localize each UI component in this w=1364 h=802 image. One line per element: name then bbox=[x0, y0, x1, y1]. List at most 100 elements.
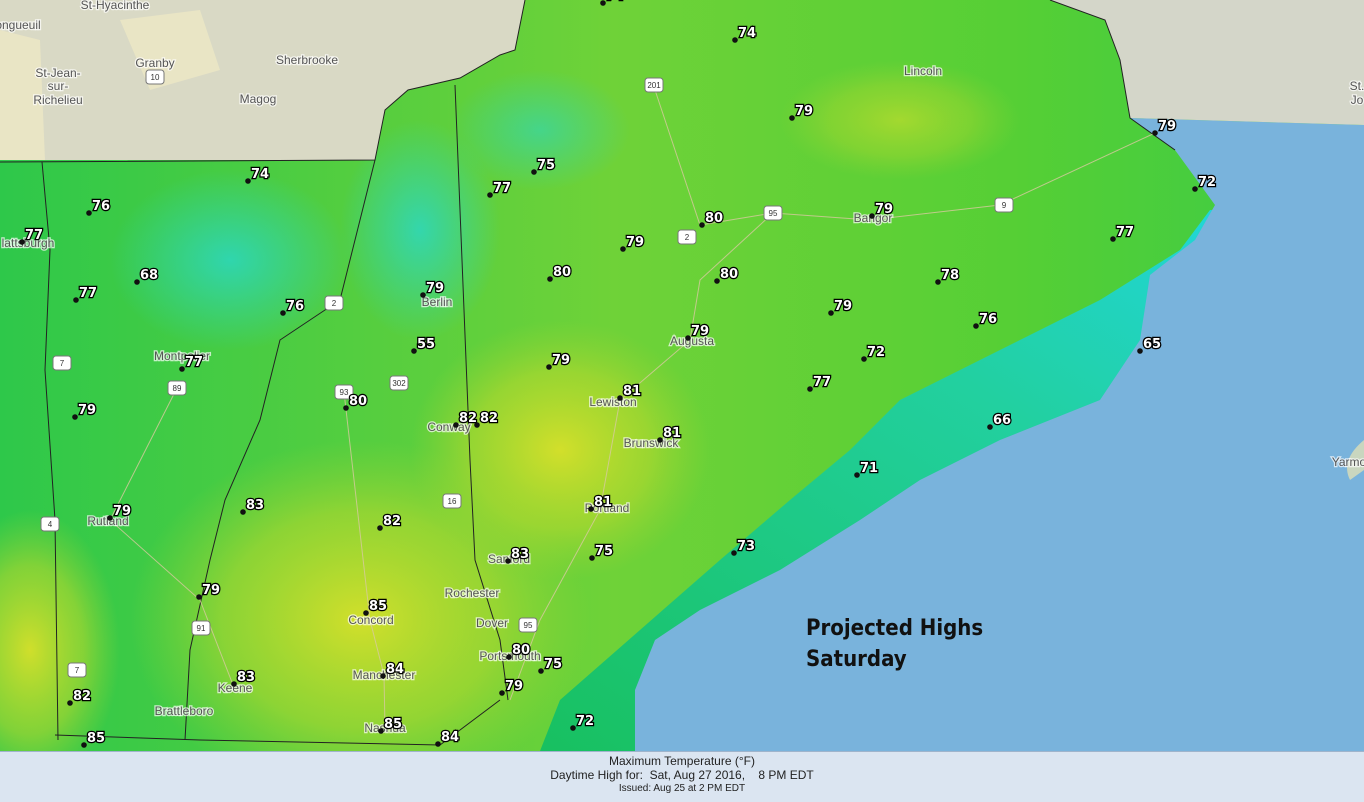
route-number: 201 bbox=[647, 81, 661, 90]
temperature: 79 bbox=[78, 403, 96, 418]
place-name: Concord bbox=[348, 613, 393, 627]
route-shield bbox=[518, 617, 538, 633]
route-number: 2 bbox=[332, 299, 337, 308]
route-shield bbox=[52, 355, 72, 371]
station-dot bbox=[617, 395, 623, 401]
temperature: 80 bbox=[349, 394, 367, 409]
lowland bbox=[0, 10, 220, 160]
temperature: 76 bbox=[92, 199, 110, 214]
station-dot bbox=[81, 742, 87, 748]
place-name: Lewiston bbox=[589, 395, 636, 409]
temperature: 79 bbox=[426, 281, 444, 296]
station-dot bbox=[378, 728, 384, 734]
station-dot bbox=[435, 741, 441, 747]
station-dot bbox=[86, 210, 92, 216]
routes: 10 201 95 2 9 2 7 89 93 302 16 4 91 7 95 bbox=[40, 69, 1014, 678]
temperature: 82 bbox=[459, 411, 477, 426]
station-dot bbox=[231, 681, 237, 687]
station-dot bbox=[363, 610, 369, 616]
temperature: 80 bbox=[705, 211, 723, 226]
temperatures: 7474797972747577807977767977808078687779… bbox=[19, 0, 1217, 748]
temperature: 85 bbox=[384, 717, 402, 732]
temperature: 68 bbox=[140, 268, 158, 283]
state-border bbox=[54, 699, 501, 746]
place-name: Nashua bbox=[364, 721, 406, 735]
temperature: 85 bbox=[87, 731, 105, 746]
station-dot bbox=[240, 509, 246, 515]
road bbox=[109, 387, 236, 691]
route-number: 95 bbox=[524, 621, 533, 630]
place-name: ongueuil bbox=[0, 18, 41, 32]
route-number: 91 bbox=[197, 624, 206, 633]
temperature: 74 bbox=[738, 26, 756, 41]
route-number: 4 bbox=[48, 520, 53, 529]
place-name: Dover bbox=[476, 616, 508, 630]
temperature: 79 bbox=[202, 583, 220, 598]
route-number: 302 bbox=[392, 379, 406, 388]
place-name: lattsburgh bbox=[2, 236, 55, 250]
route-shield bbox=[167, 380, 187, 396]
station-dot bbox=[854, 472, 860, 478]
route-number: 7 bbox=[75, 666, 80, 675]
cool-area bbox=[340, 120, 500, 340]
route-shield bbox=[334, 384, 354, 400]
overlay-title: Projected Highs bbox=[806, 616, 983, 641]
station-dot bbox=[474, 422, 480, 428]
temperature: 77 bbox=[493, 181, 511, 196]
place-name: Richelieu bbox=[33, 93, 82, 107]
temperature: 77 bbox=[813, 375, 831, 390]
temperature: 80 bbox=[512, 643, 530, 658]
temperature: 72 bbox=[867, 345, 885, 360]
temperature: 79 bbox=[113, 504, 131, 519]
station-dot bbox=[499, 690, 505, 696]
temperature: 80 bbox=[553, 265, 571, 280]
place-name: Brunswick bbox=[624, 436, 680, 450]
place-name: Augusta bbox=[670, 334, 714, 348]
land-island bbox=[1347, 440, 1364, 480]
station-dot bbox=[67, 700, 73, 706]
temperature: 75 bbox=[544, 657, 562, 672]
temperature: 79 bbox=[875, 202, 893, 217]
temperature: 79 bbox=[1158, 119, 1176, 134]
place-name: Montpelier bbox=[154, 349, 210, 363]
station-dot bbox=[589, 555, 595, 561]
temperature: 81 bbox=[663, 426, 681, 441]
state-border bbox=[41, 161, 59, 741]
station-dot bbox=[657, 437, 663, 443]
station-dot bbox=[453, 422, 459, 428]
route-number: 93 bbox=[340, 388, 349, 397]
route-shield bbox=[389, 375, 409, 391]
station-dot bbox=[506, 654, 512, 660]
temperature: 78 bbox=[941, 268, 959, 283]
station-dot bbox=[245, 178, 251, 184]
station-dot bbox=[570, 725, 576, 731]
place-name: Sherbrooke bbox=[276, 53, 338, 67]
product-name: Maximum Temperature (°F) bbox=[609, 754, 755, 768]
temperature: 82 bbox=[383, 514, 401, 529]
route-number: 95 bbox=[769, 209, 778, 218]
temperature: 75 bbox=[595, 544, 613, 559]
temperature: 85 bbox=[369, 599, 387, 614]
station-dot bbox=[343, 405, 349, 411]
place-name: Yarmo bbox=[1332, 455, 1364, 469]
temperature: 74 bbox=[251, 167, 269, 182]
station-dot bbox=[732, 37, 738, 43]
station-dot bbox=[714, 278, 720, 284]
station-dot bbox=[935, 279, 941, 285]
places: St-Hyacinthe ongueuil St-Jean-sur-Richelie… bbox=[0, 0, 1364, 736]
place-name: St. bbox=[1350, 79, 1364, 93]
station-dot bbox=[547, 276, 553, 282]
place-name: St-Hyacinthe bbox=[81, 0, 150, 12]
place-name: Rochester bbox=[445, 586, 500, 600]
route-shield bbox=[994, 197, 1014, 213]
place-name: Conway bbox=[427, 420, 470, 434]
temperature: 77 bbox=[79, 286, 97, 301]
road bbox=[343, 391, 386, 729]
warm-area bbox=[780, 60, 1020, 180]
station-dot bbox=[1152, 130, 1158, 136]
station-dot bbox=[531, 169, 537, 175]
borders bbox=[0, 0, 1176, 746]
station-dot bbox=[487, 192, 493, 198]
cool-area bbox=[110, 170, 350, 350]
station-dot bbox=[1137, 348, 1143, 354]
